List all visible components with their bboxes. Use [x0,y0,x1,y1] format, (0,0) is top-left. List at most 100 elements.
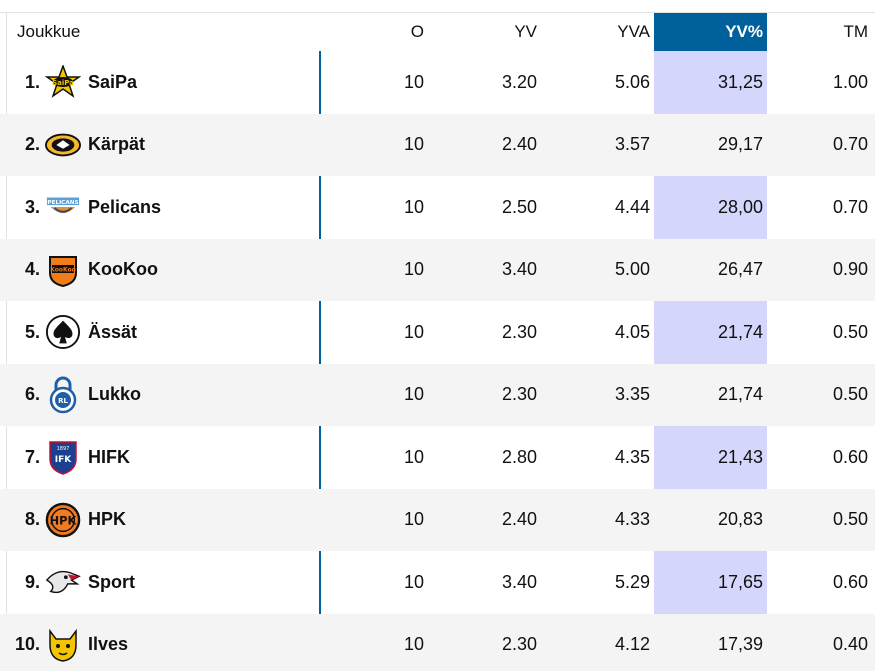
yv-cell: 2.30 [501,634,537,655]
hpk-logo-icon: HPK [45,489,81,552]
yva-cell: 4.44 [614,196,650,217]
yva-cell: 5.29 [614,571,650,592]
kookoo-logo-icon: KooKoo [45,239,81,302]
header-yva[interactable]: YVA [617,22,650,41]
yva-cell: 5.00 [614,259,650,280]
rank-cell: 10. [14,634,40,655]
yv-pct-cell: 29,17 [717,134,763,155]
yva-cell: 4.12 [614,634,650,655]
rank-cell: 7. [24,446,40,467]
table-row[interactable]: 8. HPK HPK 10 2.40 4.33 20,83 0.50 [0,488,875,552]
tm-cell: 0.70 [832,134,868,155]
saipa-logo-icon: SaiPa [45,51,81,114]
rank-cell: 1. [24,71,40,92]
header-yv[interactable]: YV [514,22,537,41]
yv-pct-cell: 21,74 [717,384,763,405]
tm-cell: 0.60 [832,571,868,592]
svg-text:PELICANS: PELICANS [47,200,78,206]
table-row[interactable]: 4. KooKoo KooKoo 10 3.40 5.00 26,47 0.90 [0,238,875,302]
rank-cell: 5. [24,321,40,342]
team-name-link[interactable]: Sport [88,571,135,592]
games-cell: 10 [403,71,424,92]
table-row[interactable]: 3. PELICANS Pelicans 10 2.50 4.44 28,00 0.70 [0,176,875,239]
yv-cell: 2.30 [501,321,537,342]
yv-cell: 2.50 [501,196,537,217]
table-row[interactable]: 6. RL Lukko 10 2.30 3.35 21,74 0.50 [0,363,875,427]
tm-cell: 0.50 [832,321,868,342]
rank-cell: 6. [24,384,40,405]
tm-cell: 0.40 [832,634,868,655]
games-cell: 10 [403,321,424,342]
header-o[interactable]: O [410,22,424,41]
ilves-logo-icon [45,614,81,671]
team-name-link[interactable]: HPK [88,509,127,530]
table-row[interactable]: 2. Kärpät 10 2.40 3.57 29,17 0.70 [0,113,875,176]
team-name-link[interactable]: HIFK [88,446,130,467]
games-cell: 10 [403,259,424,280]
svg-text:IFK: IFK [55,455,72,465]
yv-pct-cell: 17,65 [717,571,763,592]
column-divider [319,51,321,671]
yv-pct-cell: 21,43 [717,446,763,467]
tm-cell: 0.90 [832,259,868,280]
rank-cell: 9. [24,571,40,592]
table-row[interactable]: 10. Ilves 10 2.30 4.12 17,39 0.40 [0,613,875,671]
team-name-link[interactable]: Lukko [88,384,142,405]
yv-cell: 3.20 [501,71,537,92]
table-row[interactable]: 9. Sport 10 3.40 5.29 17,65 0.60 [0,551,875,614]
sport-logo-icon [45,551,81,614]
pelicans-logo-icon: PELICANS [45,176,81,239]
yv-pct-cell: 26,47 [717,259,763,280]
table-row[interactable]: 7. 1897 IFK HIFK 10 2.80 4.35 21,43 0.60 [0,426,875,489]
svg-text:RL: RL [58,397,68,405]
svg-text:SaiPa: SaiPa [52,79,74,87]
tm-cell: 0.50 [832,384,868,405]
team-name-link[interactable]: Kärpät [88,134,146,155]
yva-cell: 4.35 [614,446,650,467]
yv-cell: 3.40 [501,259,537,280]
hifk-logo-icon: 1897 IFK [45,426,81,489]
header-yv-pct[interactable]: YV% [654,13,767,51]
rank-cell: 3. [24,196,40,217]
yva-cell: 4.05 [614,321,650,342]
header-tm[interactable]: TM [843,22,868,41]
table-left-border [6,12,7,671]
yv-pct-cell: 28,00 [717,196,763,217]
tm-cell: 1.00 [832,71,868,92]
team-name-link[interactable]: SaiPa [88,71,138,92]
yva-cell: 4.33 [614,509,650,530]
team-name-link[interactable]: KooKoo [88,259,158,280]
team-name-link[interactable]: Pelicans [88,196,162,217]
yv-cell: 2.30 [501,384,537,405]
svg-text:HPK: HPK [50,513,78,527]
yv-cell: 2.40 [501,509,537,530]
yv-cell: 2.80 [501,446,537,467]
assat-logo-icon [45,301,81,364]
table-row[interactable]: 1. SaiPa SaiPa 10 3.20 5.06 31,25 1.00 [0,51,875,114]
games-cell: 10 [403,509,424,530]
games-cell: 10 [403,571,424,592]
tm-cell: 0.50 [832,509,868,530]
games-cell: 10 [403,634,424,655]
games-cell: 10 [403,196,424,217]
rank-cell: 4. [24,259,40,280]
rank-cell: 8. [24,509,40,530]
svg-text:KooKoo: KooKoo [50,266,76,273]
team-name-link[interactable]: Ilves [88,634,129,655]
header-team[interactable]: Joukkue [17,22,81,41]
yva-cell: 5.06 [614,71,650,92]
yv-cell: 2.40 [501,134,537,155]
rank-cell: 2. [24,134,40,155]
yv-cell: 3.40 [501,571,537,592]
team-name-link[interactable]: Ässät [88,321,138,342]
lukko-logo-icon: RL [45,364,81,427]
table-row[interactable]: 5. Ässät 10 2.30 4.05 21,74 0.50 [0,301,875,364]
games-cell: 10 [403,384,424,405]
yv-pct-cell: 17,39 [717,634,763,655]
yv-pct-cell: 21,74 [717,321,763,342]
svg-text:1897: 1897 [57,446,70,452]
yv-pct-cell: 20,83 [717,509,763,530]
yv-pct-cell: 31,25 [717,71,763,92]
games-cell: 10 [403,446,424,467]
